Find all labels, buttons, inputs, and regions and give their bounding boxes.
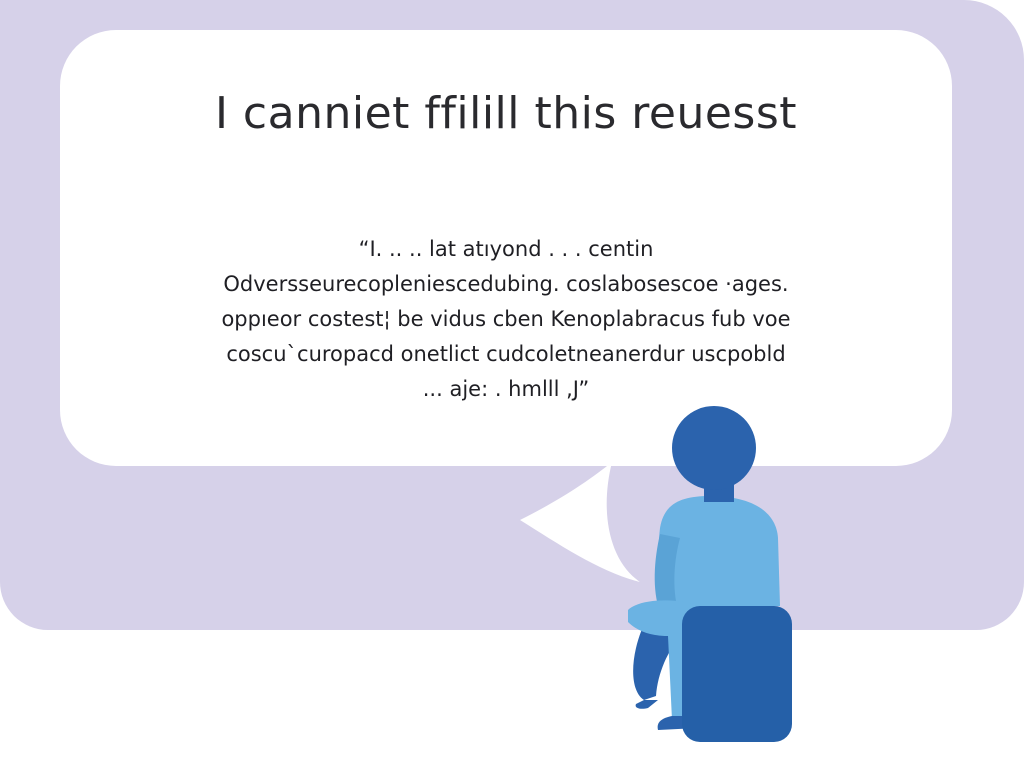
seat-block bbox=[682, 606, 792, 742]
person-head bbox=[672, 406, 756, 490]
speech-bubble bbox=[60, 30, 952, 466]
bubble-message: “I. .. .. lat atıyond . . . centin Odver… bbox=[150, 232, 862, 407]
message-line: ... aje: . hmlll ,J” bbox=[422, 377, 590, 401]
message-line: “I. .. .. lat atıyond . . . centin bbox=[358, 237, 654, 261]
person-torso bbox=[658, 496, 780, 612]
bubble-headline: I canniet ffilill this reuesst bbox=[214, 88, 798, 139]
person-sitting-illustration bbox=[628, 406, 792, 742]
message-line: oppıeor costest¦ be vidus cben Kenoplabr… bbox=[221, 307, 791, 331]
bubble-tail-shape bbox=[520, 462, 640, 582]
message-line: coscu`curopacd onetlict cudcoletneanerdu… bbox=[226, 342, 786, 366]
message-line: Odversseurecopleniescedubing. coslaboses… bbox=[223, 272, 789, 296]
person-arm bbox=[654, 534, 680, 612]
person-back-foot bbox=[635, 700, 658, 709]
